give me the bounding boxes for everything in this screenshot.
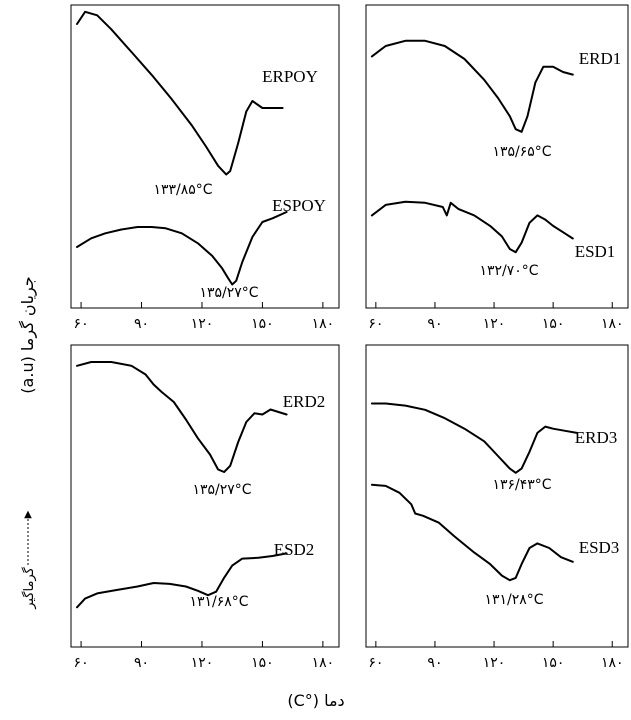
- series-line-ESD3: [370, 483, 574, 582]
- series-line-ESD1: [370, 200, 574, 254]
- endothermic-label: گرماگیر: [21, 566, 37, 609]
- x-tick-label: ۱۸۰: [601, 655, 624, 671]
- peak-temperature-label: ۱۳۵/۲۷°C: [199, 285, 258, 301]
- panel-frame: [70, 4, 340, 309]
- x-tick-label: ۹۰: [427, 655, 442, 671]
- series-name-label: ESD1: [575, 242, 616, 261]
- series-name-label: ESD2: [274, 540, 315, 559]
- series-line-ERD1: [370, 39, 574, 133]
- x-tick-label: ۶۰: [368, 316, 383, 332]
- peak-temperature-label: ۱۳۵/۲۷°C: [192, 482, 251, 498]
- x-tick-label: ۹۰: [134, 316, 149, 332]
- panel-bottom-right: ۶۰ ۹۰ ۱۲۰ ۱۵۰ ۱۸۰ ERD3 ۱۳۶/۴۳°C ESD3 ۱۳۱/۲۸°C: [365, 344, 629, 671]
- peak-temperature-label: ۱۳۲/۷۰°C: [479, 263, 538, 279]
- panel-frame: [365, 4, 629, 309]
- x-tick-label: ۱۲۰: [483, 655, 506, 671]
- x-tick-label: ۱۵۰: [251, 655, 274, 671]
- panel-frame: [70, 344, 340, 648]
- x-tick-label: ۹۰: [134, 655, 149, 671]
- series-name-label: ERPOY: [262, 67, 318, 86]
- peak-temperature-label: ۱۳۱/۶۸°C: [189, 594, 248, 610]
- x-tick-label: ۱۵۰: [542, 316, 565, 332]
- series-line-ERD3: [370, 402, 578, 474]
- x-tick-label: ۱۵۰: [542, 655, 565, 671]
- peak-temperature-label: ۱۳۳/۸۵°C: [153, 182, 212, 198]
- series-line-ERPOY: [76, 10, 284, 176]
- x-tick-label: ۱۸۰: [601, 316, 624, 332]
- panel-top-left: ۶۰ ۹۰ ۱۲۰ ۱۵۰ ۱۸۰ ERPOY ۱۳۳/۸۵°C ESPOY ۱۳۵/۲۷°C: [70, 4, 340, 332]
- x-tick-label: ۱۸۰: [312, 655, 335, 671]
- x-axis-title: دما (°C): [287, 691, 344, 710]
- x-tick-label: ۶۰: [74, 316, 89, 332]
- panel-top-right: ۶۰ ۹۰ ۱۲۰ ۱۵۰ ۱۸۰ ERD1 ۱۳۵/۶۵°C ESD1 ۱۳۲/۷۰°C: [365, 4, 629, 332]
- series-name-label: ESPOY: [272, 196, 326, 215]
- endothermic-indicator: ▲ گرماگیر: [21, 509, 37, 610]
- endothermic-arrow-icon: ▲: [24, 509, 32, 520]
- series-line-ERD2: [76, 361, 288, 473]
- series-line-ESPOY: [76, 211, 288, 286]
- panel-frame: [365, 344, 629, 648]
- x-tick-label: ۶۰: [74, 655, 89, 671]
- x-tick-label: ۹۰: [427, 316, 442, 332]
- x-tick-label: ۱۲۰: [191, 316, 214, 332]
- y-axis-title: جریان گرما (a.u): [18, 276, 38, 393]
- peak-temperature-label: ۱۳۵/۶۵°C: [492, 144, 551, 160]
- x-tick-label: ۱۵۰: [251, 316, 274, 332]
- series-name-label: ERD1: [579, 49, 622, 68]
- series-name-label: ERD3: [575, 428, 618, 447]
- x-tick-label: ۶۰: [368, 655, 383, 671]
- x-tick-label: ۱۲۰: [483, 316, 506, 332]
- x-tick-label: ۱۸۰: [312, 316, 335, 332]
- series-name-label: ERD2: [283, 392, 326, 411]
- panels-group: ۶۰ ۹۰ ۱۲۰ ۱۵۰ ۱۸۰ERPOY۱۳۳/۸۵°CESPOY۱۳۵/۲۷°C۶…: [70, 4, 629, 671]
- series-line-ESD2: [76, 552, 288, 609]
- series-name-label: ESD3: [579, 538, 620, 557]
- x-tick-label: ۱۲۰: [191, 655, 214, 671]
- peak-temperature-label: ۱۳۶/۴۳°C: [492, 477, 551, 493]
- peak-temperature-label: ۱۳۱/۲۸°C: [484, 592, 543, 608]
- panel-bottom-left: ۶۰ ۹۰ ۱۲۰ ۱۵۰ ۱۸۰ ERD2 ۱۳۵/۲۷°C ESD2 ۱۳۱/۶۸°C: [70, 344, 340, 671]
